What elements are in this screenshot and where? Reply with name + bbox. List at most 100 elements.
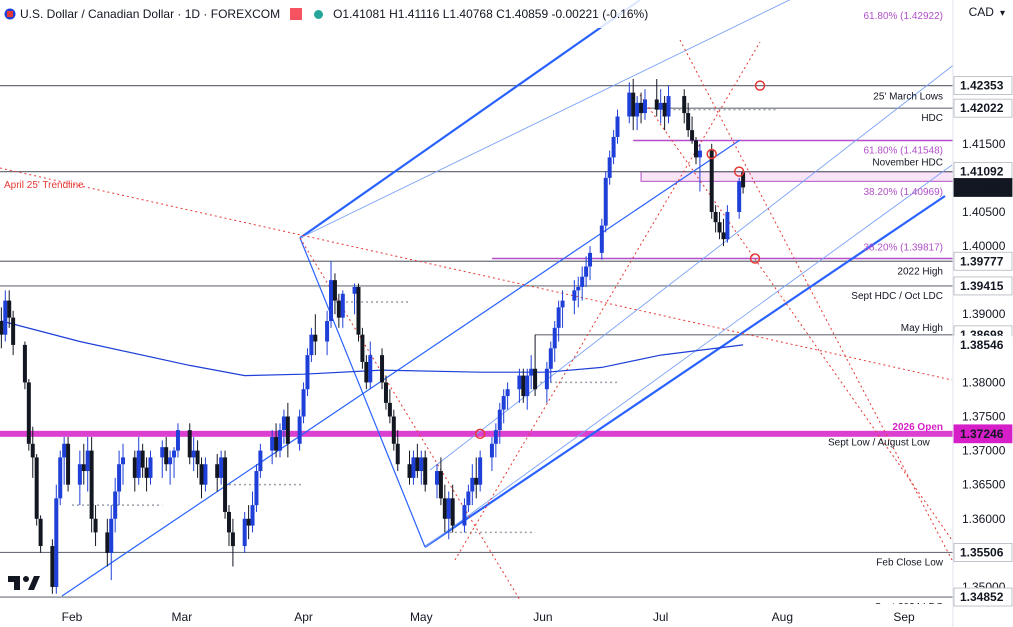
fib-zone-upper: [640, 171, 954, 182]
candle-body: [281, 416, 286, 431]
candle-body: [690, 130, 695, 141]
x-axis-bg: [0, 604, 1013, 627]
candle-body: [278, 430, 282, 451]
horizontal-levels: [0, 85, 953, 598]
candle-body: [309, 334, 314, 356]
candle-body: [478, 457, 483, 485]
chart-header: U.S. Dollar / Canadian Dollar · 1D · FOR…: [0, 0, 649, 28]
candle-body: [336, 300, 341, 318]
candle-body: [140, 450, 145, 468]
candle-body: [226, 511, 231, 533]
candle-body: [136, 450, 141, 478]
fib-label: 61.80% (1.42922): [863, 11, 943, 22]
candle-body: [603, 177, 608, 226]
candle-body: [246, 518, 251, 526]
x-tick-label: Apr: [294, 610, 313, 624]
candles: [0, 79, 746, 594]
candle-body: [81, 464, 86, 472]
channel-upper-line: [299, 0, 641, 239]
price-tag: [953, 543, 1013, 562]
y-tick-label: 1.37500: [962, 410, 1006, 424]
marker-circle: [474, 428, 486, 440]
price-tag-label: 1.39777: [960, 254, 1004, 268]
candle-body: [38, 518, 43, 547]
level-label: Sept HDC / Oct LDC: [851, 291, 943, 302]
candle-body: [274, 436, 279, 451]
candle-body: [584, 266, 589, 277]
candle-body: [407, 464, 412, 478]
level-label: 25' March Lows: [873, 92, 943, 103]
candle-body: [195, 450, 200, 465]
candle-body: [474, 477, 479, 485]
candle-body: [54, 498, 59, 587]
candle-body: [627, 92, 632, 117]
candle-body: [415, 457, 420, 472]
x-tick-label: Aug: [772, 610, 793, 624]
channel-median-line: [61, 139, 741, 597]
candle-body: [654, 99, 659, 110]
level-label: May High: [901, 323, 943, 334]
fib-label: 38.20% (1.40969): [863, 187, 943, 198]
candle-body: [446, 498, 451, 519]
candle-body: [117, 464, 122, 492]
candle-body: [62, 443, 67, 458]
y-axis: 1.41500 1.40500 1.40000 1.39000 1.38000 1.375…: [952, 0, 1013, 627]
logo-stem: [14, 576, 20, 590]
price-tag: [953, 335, 1013, 355]
price-tag-label: 1.42022: [960, 101, 1004, 115]
candle-body: [364, 361, 369, 383]
candle-body: [22, 344, 27, 383]
candle-body: [721, 232, 726, 240]
candle-body: [501, 396, 506, 410]
marker-circle: [754, 80, 766, 91]
candle-body: [383, 382, 388, 403]
currency-selector[interactable]: CAD ▾: [969, 5, 1005, 19]
candle-body: [332, 280, 337, 301]
price-tag-label: 1.42353: [960, 79, 1004, 93]
candle-body: [548, 348, 553, 369]
candle-body: [544, 368, 549, 390]
candle-body: [113, 491, 118, 519]
candle-body: [313, 334, 318, 342]
candle-body: [642, 99, 647, 114]
candle-body: [607, 157, 612, 178]
candle-body: [611, 136, 616, 158]
candle-body: [11, 317, 16, 345]
candle-body: [462, 505, 467, 526]
x-tick-label: Sep: [893, 610, 915, 624]
x-tick-label: Mar: [172, 610, 193, 624]
candle-body: [340, 293, 345, 318]
candle-body: [521, 375, 526, 397]
y-tick-label: 1.40000: [962, 239, 1006, 253]
candle-body: [58, 457, 63, 499]
candle-body: [741, 172, 746, 188]
candle-body: [525, 375, 530, 397]
candle-body: [144, 467, 149, 478]
price-tag: [953, 178, 1013, 197]
y-tick-label: 1.39000: [962, 307, 1006, 321]
candle-body: [175, 430, 180, 451]
candle-body: [187, 430, 192, 458]
price-tag: [953, 587, 1013, 607]
candle-body: [411, 457, 416, 478]
candle-body: [297, 416, 302, 444]
symbol-title[interactable]: U.S. Dollar / Canadian Dollar · 1D · FOR…: [20, 7, 281, 21]
marker-circle: [706, 148, 717, 160]
price-tag: [953, 98, 1013, 118]
candle-body: [615, 116, 620, 137]
candle-body: [395, 443, 400, 465]
candle-body: [423, 457, 428, 485]
candle-body: [26, 382, 31, 444]
candle-body: [50, 546, 55, 587]
alert-icon[interactable]: [290, 8, 303, 20]
logo-dot: [23, 576, 29, 582]
candle-body: [305, 355, 310, 390]
candle-body: [258, 450, 263, 472]
candle-body: [191, 450, 196, 458]
candle-body: [576, 286, 581, 291]
red-dotted-line: [639, 94, 953, 541]
price-tag: [953, 76, 1013, 96]
currency-label: CAD: [968, 5, 994, 19]
candle-body: [380, 355, 385, 383]
